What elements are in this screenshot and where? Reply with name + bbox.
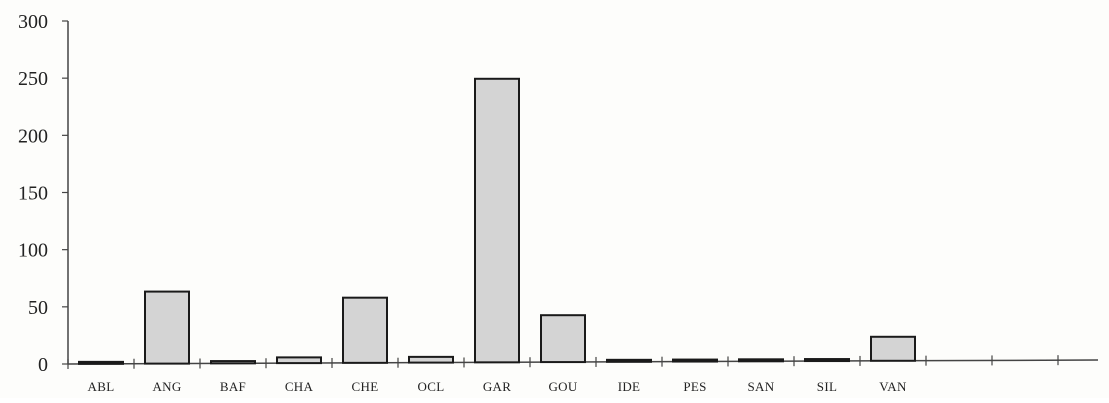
y-tick-label: 0 — [38, 354, 48, 376]
x-tick-label: SAN — [748, 379, 775, 394]
bar-cha — [276, 356, 322, 365]
bar-abl — [78, 360, 124, 365]
bar-gar — [474, 77, 520, 364]
y-tick-label: 50 — [28, 297, 48, 319]
bars — [78, 77, 916, 365]
bar-gou — [540, 314, 586, 364]
bar-van — [870, 335, 916, 362]
y-tick-label: 100 — [18, 240, 48, 262]
bar-pes — [672, 358, 718, 363]
bar-ang — [144, 290, 190, 365]
x-tick-label: IDE — [618, 379, 641, 394]
x-tick-label: ANG — [152, 379, 181, 394]
x-tick-label: OCL — [418, 379, 445, 394]
x-tick-label: SIL — [817, 379, 837, 394]
x-tick-label: CHE — [352, 379, 379, 394]
x-tick-label: VAN — [879, 379, 907, 394]
bar-san — [738, 358, 784, 363]
x-tick-label: PES — [683, 379, 706, 394]
x-tick-label: GOU — [548, 379, 577, 394]
x-tick-label: GAR — [483, 379, 511, 394]
category-labels: ABL ANG BAF CHA CHE OCL GAR GOU IDE PES SAN SIL VAN — [88, 379, 907, 394]
y-tick-label: 300 — [18, 11, 48, 33]
bar-ide — [606, 358, 652, 363]
x-tick-label: CHA — [285, 379, 314, 394]
x-tick-label: ABL — [88, 379, 115, 394]
y-tick-label: 250 — [18, 68, 48, 90]
bar-che — [342, 296, 388, 364]
bar-sil — [804, 358, 850, 363]
y-tick-label: 150 — [18, 183, 48, 205]
bar-baf — [210, 360, 256, 365]
y-axis: 0 50 100 150 200 250 300 — [18, 11, 69, 376]
y-tick-label: 200 — [18, 125, 48, 147]
bar-ocl — [408, 355, 454, 364]
x-tick-label: BAF — [220, 379, 246, 394]
